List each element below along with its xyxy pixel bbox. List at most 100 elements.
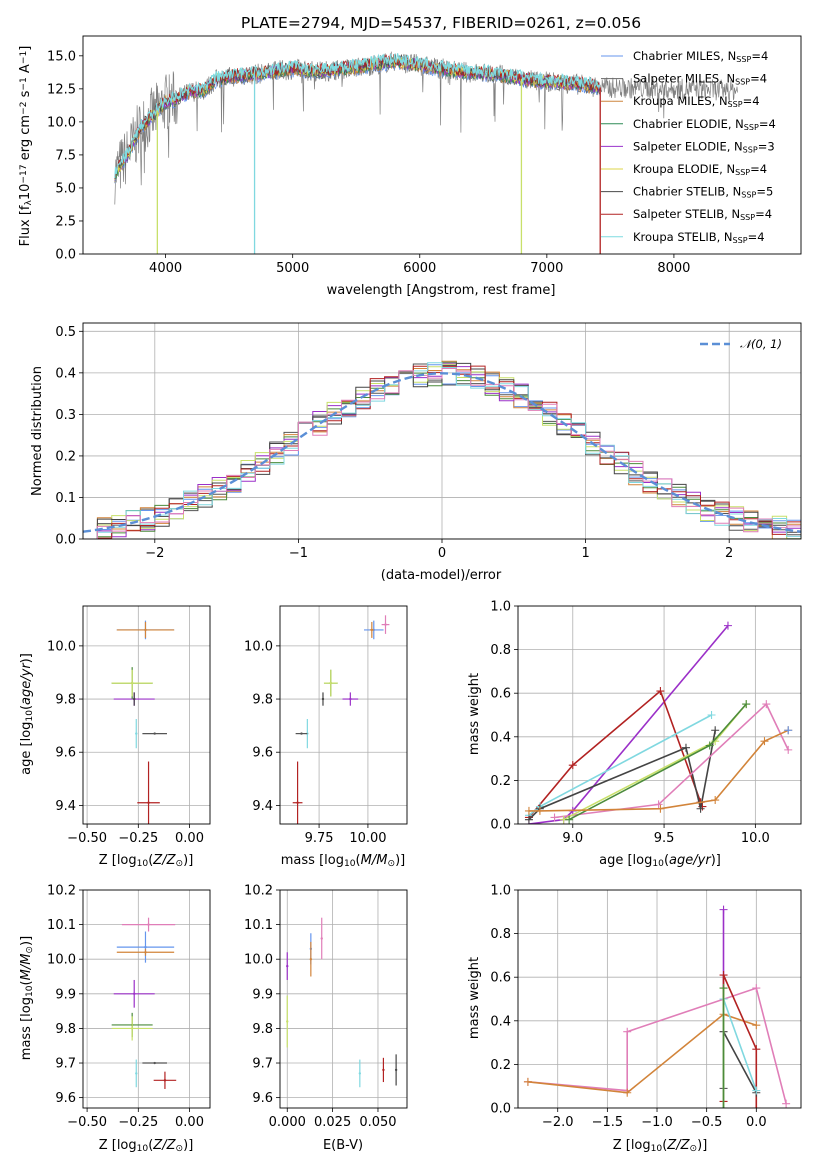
age-weight-xlabel: age [log10(age/yr)] <box>599 853 721 869</box>
spectrum-ytick-label-5: 12.5 <box>47 82 76 97</box>
mass-vs-age-point-9 <box>300 732 303 735</box>
spectrum-xtick-label-3: 7000 <box>530 261 563 276</box>
z-vs-weight-ytick-label-4: 0.8 <box>490 927 511 942</box>
ebv-vs-mass-ytick-label-1: 9.7 <box>252 1057 273 1072</box>
z-vs-weight-marker-0-2 <box>623 1027 632 1036</box>
z-vs-mass-point-3 <box>133 992 136 996</box>
z-vs-weight-plot-area <box>518 890 801 1108</box>
age-weight-ylabel: mass weight <box>467 673 482 755</box>
age-vs-weight-marker-4-3 <box>784 745 793 754</box>
residuals-ytick-label-5: 0.5 <box>55 325 76 340</box>
z-vs-mass-ytick-label-0: 9.6 <box>55 1091 76 1106</box>
mass-vs-age-point-7 <box>296 801 299 804</box>
residuals-ytick-label-3: 0.3 <box>55 408 76 423</box>
z-weight-xlabel: Z [log10(Z/Z⊙)] <box>613 1138 708 1154</box>
legend-label-0: Chabrier MILES, NSSP=4 <box>633 49 768 64</box>
mass-vs-age-ytick-label-2: 9.8 <box>252 693 273 708</box>
z-vs-mass-frame <box>82 889 211 1109</box>
age-vs-weight-ytick-label-0: 0.0 <box>490 818 511 833</box>
z-vs-weight-xtick-label-2: −1.0 <box>641 1115 673 1130</box>
residuals-frame <box>82 322 802 540</box>
z-vs-mass-point-2 <box>144 951 147 954</box>
spectrum-xtick-label-1: 5000 <box>276 261 309 276</box>
age-vs-weight-marker-1-1 <box>568 761 577 770</box>
mass-vs-age-ytick-label-1: 9.6 <box>252 746 273 761</box>
spectrum-ytick-label-6: 15.0 <box>47 49 76 64</box>
z-weight-ylabel: mass weight <box>467 957 482 1039</box>
age-vs-weight-marker-7-2 <box>656 804 665 813</box>
ebv-vs-mass-ytick-label-4: 10.0 <box>244 953 273 968</box>
z-vs-age-plot-area <box>83 606 210 824</box>
z-vs-weight-xtick-label-0: −2.0 <box>542 1115 574 1130</box>
normal-reference-curve <box>83 372 801 533</box>
age-vs-weight-marker-3-0 <box>524 815 533 824</box>
z-vs-weight-ytick-label-3: 0.6 <box>490 971 511 986</box>
z-vs-weight-marker-1-1 <box>623 1088 632 1097</box>
mass-vs-age-xtick-label-0: 9.75 <box>305 831 334 846</box>
ebv-mass-xlabel: E(B-V) <box>323 1138 363 1153</box>
spectrum-ytick-label-1: 2.5 <box>55 214 76 229</box>
age-vs-weight-xtick-label-1: 9.5 <box>654 831 675 846</box>
residuals-ytick-label-1: 0.1 <box>55 491 76 506</box>
mass-vs-age-point-6 <box>321 697 325 701</box>
ebv-vs-mass-xtick-label-2: 0.050 <box>359 1115 396 1130</box>
age-vs-weight-ytick-label-4: 0.8 <box>490 643 511 658</box>
z-age-xlabel: Z [log10(Z/Z⊙)] <box>99 853 194 869</box>
mass-vs-age-axes: 9.75 10.00 9.4 9.6 9.8 10.0 mass [log10(M/M⊙)] <box>244 605 408 869</box>
legend-label-2: Kroupa MILES, NSSP=4 <box>633 94 760 109</box>
age-vs-weight-marker-4-1 <box>654 800 663 809</box>
z-vs-weight-marker-1-0 <box>523 1077 532 1086</box>
residuals-ytick-label-4: 0.4 <box>55 366 76 381</box>
z-vs-age-point-8 <box>153 732 156 735</box>
z-vs-weight-marker-3-3 <box>752 1104 761 1108</box>
mass-vs-age-point-5 <box>329 681 332 685</box>
z-vs-weight-frame <box>517 889 802 1109</box>
mass-vs-age-ytick-label-3: 10.0 <box>244 639 273 654</box>
ebv-vs-mass-ytick-label-0: 9.6 <box>252 1091 273 1106</box>
age-vs-weight-marker-4-0 <box>550 813 559 822</box>
ebv-vs-mass-point-1 <box>286 1020 289 1023</box>
z-vs-mass-point-1 <box>144 945 147 949</box>
z-vs-mass-ytick-label-5: 10.1 <box>47 918 76 933</box>
z-vs-weight-marker-1-3 <box>752 1021 761 1030</box>
z-vs-mass-xtick-label-1: −0.25 <box>118 1115 158 1130</box>
ebv-vs-mass-plot-area <box>280 890 407 1108</box>
mass-vs-age-xtick-label-1: 10.00 <box>349 831 386 846</box>
z-vs-age-ytick-label-0: 9.4 <box>55 799 76 814</box>
z-vs-mass-ytick-label-3: 9.9 <box>55 987 76 1002</box>
ebv-vs-mass-xtick-label-0: 0.000 <box>269 1115 306 1130</box>
z-vs-age-axes: −0.50 −0.25 0.00 9.4 9.6 9.8 10.0 Z [log10(Z/Z⊙… <box>19 605 211 869</box>
z-vs-mass-axes: −0.50 −0.25 0.00 9.6 9.7 9.8 9.9 10.0 10.1 10.2 Z … <box>19 884 211 1154</box>
z-vs-age-xtick-label-2: 0.00 <box>175 831 204 846</box>
spectrum-ytick-label-3: 7.5 <box>55 148 76 163</box>
z-vs-weight-marker-3-1 <box>719 971 728 980</box>
age-vs-weight-marker-6-0 <box>565 815 574 824</box>
z-vs-weight-ytick-label-5: 1.0 <box>490 884 511 899</box>
z-vs-age-point-7 <box>135 732 138 735</box>
spectrum-frame <box>82 35 802 255</box>
z-vs-mass-point-7 <box>163 1079 167 1082</box>
age-vs-weight-marker-7-4 <box>760 737 769 746</box>
residuals-axes: −2 −1 0 1 2 0.0 0.1 0.2 0.3 0.4 0.5 𝒩(0, 1) (data-mo… <box>30 322 802 583</box>
age-vs-weight-line-4 <box>554 702 789 819</box>
z-mass-ylabel: mass [log10(M/M⊙)] <box>19 936 35 1060</box>
z-vs-weight-axes: −2.0 −1.5 −1.0 −0.5 0.0 0.0 0.2 0.4 0.6 0.8 1.0 Z [… <box>467 884 802 1154</box>
z-vs-weight-xtick-label-1: −1.5 <box>592 1115 624 1130</box>
ebv-vs-mass-point-4 <box>320 937 323 940</box>
z-vs-age-point-1 <box>144 628 147 632</box>
residual-histogram-8 <box>83 362 801 539</box>
age-vs-weight-marker-2-2 <box>707 711 716 719</box>
z-vs-weight-xtick-label-3: −0.5 <box>691 1115 723 1130</box>
spectrum-ytick-label-2: 5.0 <box>55 181 76 196</box>
spectrum-ylabel: Flux [fλ10−17 erg cm−2 s−1 A−1] <box>18 46 34 247</box>
residuals-xtick-label-0: −2 <box>145 546 164 561</box>
z-vs-weight-xtick-label-4: 0.0 <box>746 1115 767 1130</box>
age-vs-weight-marker-0-3 <box>723 621 732 630</box>
residual-ylabel: Normed distribution <box>30 366 45 496</box>
z-vs-age-point-4 <box>130 681 134 685</box>
z-vs-weight-ytick-label-0: 0.0 <box>490 1102 511 1117</box>
age-vs-weight-marker-3-2 <box>681 743 690 752</box>
z-vs-weight-ytick-label-1: 0.2 <box>490 1058 511 1073</box>
